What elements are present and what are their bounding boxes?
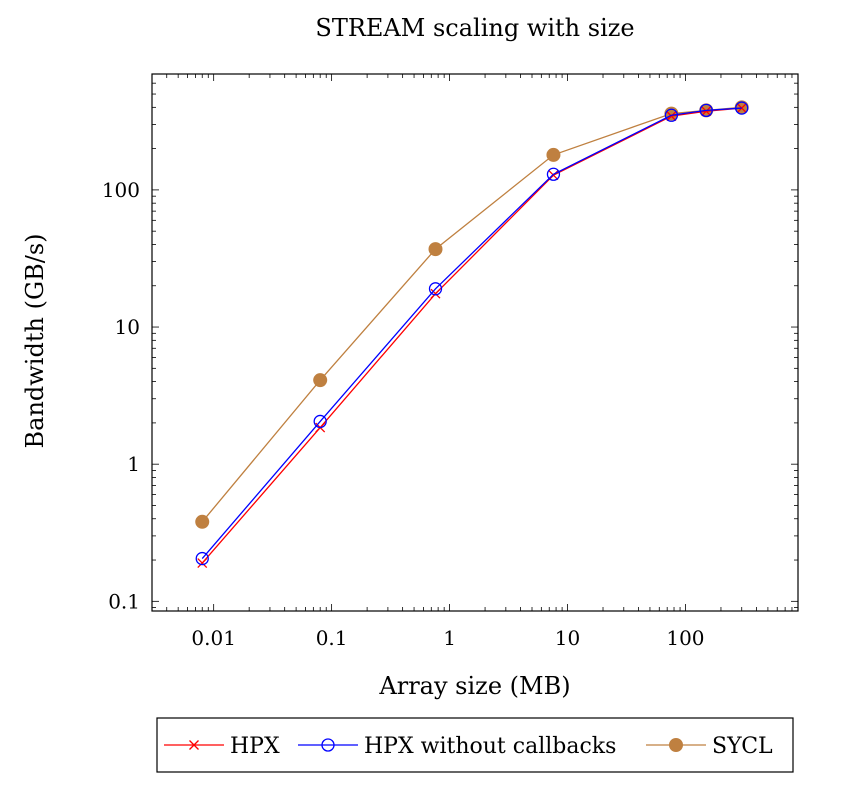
x-tick-label: 100: [666, 626, 704, 650]
marker-stroke: [197, 558, 208, 569]
legend: HPX HPX without callbacks SYCL: [156, 717, 794, 773]
series-line-hpx: [201, 107, 742, 564]
legend-label-hpx-without-callbacks: HPX without callbacks: [364, 734, 616, 759]
x-axis-label: Array size (MB): [378, 672, 570, 700]
series-line-hpx-without-callbacks: [201, 107, 742, 559]
data-point-hpx-without-callbacks: [735, 101, 749, 115]
legend-label-sycl: SYCL: [712, 734, 773, 759]
data-point-hpx-without-callbacks: [313, 414, 327, 429]
plot-area: 0.01 0.1 1 10 100 0.1 1 10 100: [102, 73, 799, 650]
marker-stroke: [701, 106, 712, 117]
data-point-sycl: [428, 242, 443, 257]
chart-title: STREAM scaling with size: [315, 14, 634, 42]
data-point-hpx-without-callbacks: [195, 551, 209, 566]
marker-stroke: [430, 288, 441, 299]
legend-item-sycl: SYCL: [646, 734, 773, 759]
marker-stroke: [189, 740, 199, 750]
marker-stroke: [666, 111, 677, 122]
data-point-hpx-without-callbacks: [664, 108, 679, 122]
plot-frame: [151, 73, 799, 612]
data-point-sycl: [313, 373, 328, 388]
legend-marker-sycl: [669, 738, 683, 752]
legend-marker-hpx: [189, 740, 199, 750]
x-tick-label: 0.01: [191, 626, 236, 650]
legend-label-hpx: HPX: [230, 734, 280, 759]
y-tick-label: 100: [102, 178, 140, 202]
series-hpx-without-callbacks: [195, 101, 749, 566]
data-point-hpx: [430, 288, 441, 299]
y-tick-label: 0.1: [108, 589, 140, 613]
data-point-sycl: [546, 147, 561, 162]
y-tick-label: 10: [115, 315, 140, 339]
data-point-hpx-without-callbacks: [546, 167, 561, 181]
x-tick-label: 1: [443, 626, 456, 650]
series-hpx: [197, 103, 747, 569]
series-line-sycl: [201, 106, 742, 523]
x-tick-label: 10: [555, 626, 580, 650]
data-point-hpx: [701, 106, 712, 117]
data-point-sycl: [195, 514, 210, 529]
data-point-hpx-without-callbacks: [428, 282, 443, 296]
y-tick-label: 1: [127, 452, 140, 476]
series-sycl: [195, 100, 749, 529]
y-axis-label: Bandwidth (GB/s): [21, 233, 49, 448]
data-point-hpx: [666, 111, 677, 122]
legend-marker-hpx-without-callbacks: [321, 738, 335, 752]
legend-item-hpx: HPX: [164, 734, 280, 759]
data-point-hpx-without-callbacks: [699, 103, 713, 118]
x-tick-label: 0.1: [316, 626, 348, 650]
data-point-hpx: [197, 558, 208, 569]
legend-item-hpx-without-callbacks: HPX without callbacks: [298, 734, 616, 759]
